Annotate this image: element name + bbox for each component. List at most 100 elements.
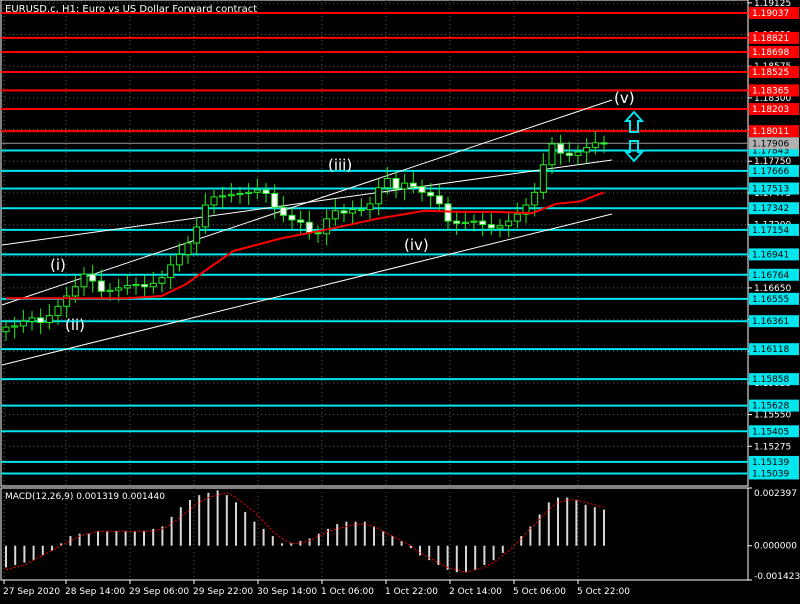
candle-body	[305, 221, 313, 234]
candle	[574, 145, 582, 165]
support-level-label: 1.16764	[752, 271, 789, 281]
y-tick-label: 1.18300	[754, 94, 791, 104]
candle	[89, 264, 97, 293]
candle	[305, 210, 313, 240]
support-level-label-bg	[749, 399, 799, 412]
macd-y-tick-label: 0.002397	[754, 489, 797, 499]
resistance-level-label: 1.18698	[752, 48, 789, 58]
candle-body	[253, 189, 261, 193]
support-level-label: 1.17154	[752, 226, 789, 236]
support-level-label: 1.17843	[752, 147, 789, 157]
candle-body	[565, 152, 573, 156]
lower-channel-line	[1, 213, 613, 366]
candle	[418, 179, 426, 202]
candle	[600, 135, 608, 154]
main-panel-frame	[0, 0, 749, 487]
candle-body	[418, 186, 426, 193]
support-level-label: 1.17666	[752, 167, 789, 177]
candle	[193, 217, 201, 255]
candle	[184, 236, 192, 264]
candle-body	[479, 220, 487, 226]
candle-body	[123, 285, 131, 289]
resistance-level-label-bg	[749, 84, 799, 97]
support-level-label: 1.16361	[752, 317, 789, 327]
resistance-level-label-bg	[749, 46, 799, 59]
x-tick-label: 5 Oct 22:00	[577, 587, 630, 597]
resistance-level-label: 1.18203	[752, 105, 789, 115]
candle-body	[11, 325, 19, 328]
wave-label: (iii)	[328, 156, 352, 174]
candle	[496, 218, 504, 238]
candle-body	[409, 182, 417, 188]
candle-body	[80, 273, 88, 288]
candle	[297, 210, 305, 234]
x-tick-label: 2 Oct 14:00	[449, 587, 502, 597]
candle	[253, 178, 261, 200]
candle-body	[167, 264, 175, 279]
support-level-label: 1.16941	[752, 250, 789, 260]
candle-body	[184, 242, 192, 256]
support-level-label-bg	[749, 425, 799, 438]
support-level-label: 1.17513	[752, 185, 789, 195]
candle-body	[591, 142, 599, 148]
candle-body	[401, 182, 409, 190]
x-tick-label: 5 Oct 06:00	[513, 587, 566, 597]
candle	[262, 183, 270, 203]
candle	[141, 275, 149, 299]
support-level-label: 1.15039	[752, 469, 789, 479]
candle-body	[158, 277, 166, 284]
candle-body	[54, 305, 62, 317]
candle	[427, 183, 435, 208]
y-tick-label: 1.19125	[754, 0, 791, 9]
resistance-level-label: 1.19037	[752, 9, 789, 19]
candle	[591, 131, 599, 155]
x-tick-label: 29 Sep 06:00	[129, 587, 189, 597]
candle-body	[505, 220, 513, 227]
support-level-label: 1.16555	[752, 295, 789, 305]
candle-body	[89, 273, 97, 282]
support-level-label-bg	[749, 315, 799, 328]
y-tick-label: 1.15550	[754, 411, 791, 421]
candle-body	[366, 203, 374, 211]
support-level-label: 1.15139	[752, 458, 789, 468]
candle	[340, 203, 348, 223]
candle-body	[461, 221, 469, 224]
candle	[470, 214, 478, 232]
candle	[479, 211, 487, 237]
candle	[314, 225, 322, 243]
candle-body	[201, 204, 209, 228]
candle-body	[522, 204, 530, 215]
candle	[288, 208, 296, 230]
candle-body	[28, 317, 36, 322]
candle	[45, 304, 53, 330]
macd-histogram	[5, 490, 605, 573]
candle-body	[262, 189, 270, 194]
candle-body	[2, 326, 10, 333]
candle	[505, 211, 513, 238]
resistance-level-label: 1.18365	[752, 86, 789, 96]
candle	[383, 166, 391, 195]
y-tick-label: 1.17750	[754, 157, 791, 167]
macd-panel-frame	[0, 487, 749, 581]
candle-body	[340, 210, 348, 214]
candle-body	[392, 178, 400, 190]
candles	[2, 131, 608, 341]
candle-body	[279, 206, 287, 216]
candle	[357, 198, 365, 217]
candle-body	[600, 142, 608, 145]
support-level-label-bg	[749, 292, 799, 305]
candle-body	[63, 295, 71, 307]
candle	[409, 171, 417, 194]
candle	[539, 153, 547, 200]
candle	[323, 209, 331, 246]
chart-title: EURUSD.c, H1: Euro vs US Dollar Forward …	[5, 4, 257, 15]
candle-body	[97, 280, 105, 292]
candle	[236, 186, 244, 204]
moving-average-line	[6, 191, 605, 300]
resistance-level-label-bg	[749, 103, 799, 116]
candle-body	[245, 191, 253, 194]
candle-body	[453, 220, 461, 224]
support-level-label: 1.15858	[752, 375, 789, 385]
